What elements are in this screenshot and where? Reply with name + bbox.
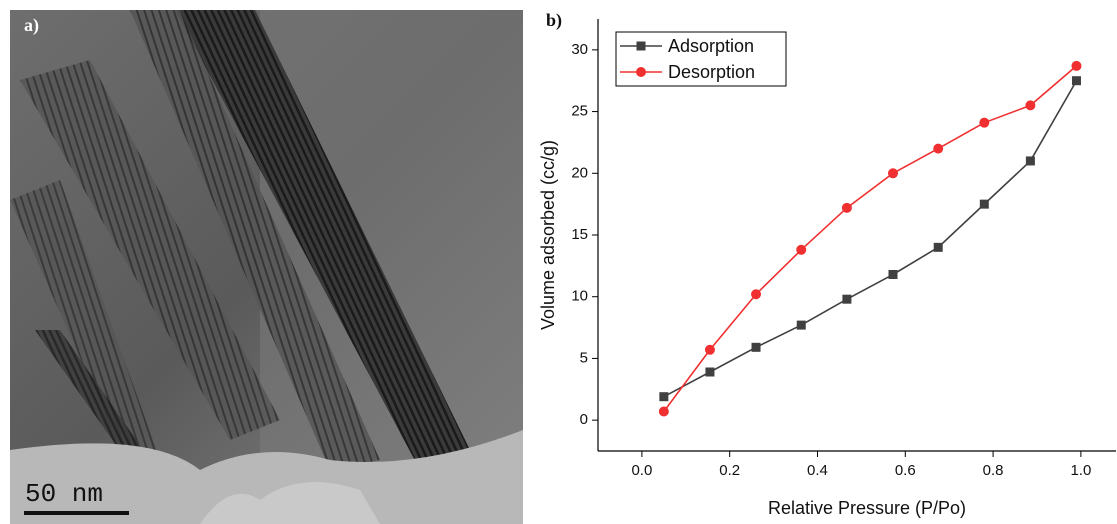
- y-tick-label: 20: [571, 164, 588, 181]
- marker: [705, 367, 715, 377]
- x-tick-label: 0.8: [983, 462, 1004, 479]
- marker: [796, 244, 807, 255]
- y-axis-label: Volume adsorbed (cc/g): [538, 140, 558, 330]
- legend-label: Adsorption: [668, 36, 754, 56]
- y-tick-label: 10: [571, 288, 588, 305]
- marker: [1071, 60, 1082, 71]
- y-tick-label: 0: [580, 411, 588, 428]
- marker: [979, 199, 989, 209]
- series-line: [663, 80, 1078, 398]
- marker: [658, 406, 669, 417]
- y-tick-label: 25: [571, 103, 588, 120]
- tem-image: [10, 10, 523, 524]
- marker: [979, 117, 990, 128]
- marker: [1025, 100, 1036, 111]
- panel-label: a): [24, 15, 39, 36]
- marker: [887, 168, 898, 179]
- x-axis-label: Relative Pressure (P/Po): [768, 498, 966, 518]
- x-tick-label: 0.0: [631, 462, 652, 479]
- panel-label: b): [546, 10, 562, 31]
- x-tick-label: 1.0: [1070, 462, 1091, 479]
- x-tick-label: 0.2: [719, 462, 740, 479]
- marker: [888, 269, 898, 279]
- marker: [704, 344, 715, 355]
- marker: [796, 320, 806, 330]
- x-tick-label: 0.4: [807, 462, 828, 479]
- marker: [636, 41, 646, 51]
- marker: [1025, 156, 1035, 166]
- marker: [659, 392, 669, 402]
- marker: [933, 242, 943, 252]
- marker: [751, 342, 761, 352]
- y-tick-label: 5: [580, 349, 588, 366]
- x-tick-label: 0.6: [895, 462, 916, 479]
- marker: [636, 67, 646, 77]
- legend-box: [615, 31, 787, 87]
- marker: [842, 294, 852, 304]
- scale-bar: [24, 511, 129, 515]
- marker: [751, 289, 762, 300]
- marker: [841, 202, 852, 213]
- y-tick-label: 15: [571, 226, 588, 243]
- scale-bar-label: 50 nm: [25, 479, 103, 509]
- marker: [933, 143, 944, 154]
- legend-label: Desorption: [668, 62, 755, 82]
- y-tick-label: 30: [571, 41, 588, 58]
- series-line: [663, 65, 1078, 412]
- marker: [1071, 76, 1081, 86]
